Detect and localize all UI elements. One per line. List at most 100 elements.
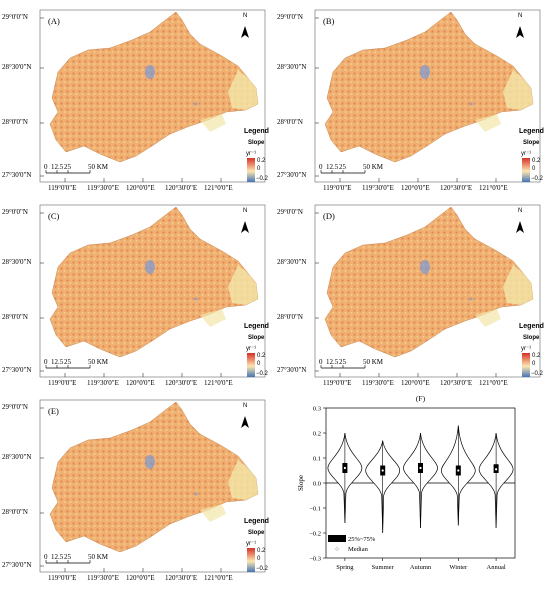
- legend-high: 0.2: [532, 353, 541, 359]
- scale-label: 0: [319, 163, 323, 171]
- chart-title: (F): [416, 394, 426, 403]
- legend-low: −0.2: [531, 176, 543, 182]
- map-panel-c: 29°0'0"N 28°30'0"N 28°0'0"N 27°30'0"N 119°0'…: [0, 195, 275, 390]
- legend-unit: yr⁻¹: [521, 346, 532, 352]
- scale-label: 50 KM: [363, 358, 384, 366]
- lon-label: 120°30'0"E: [165, 184, 198, 192]
- scale-label: 25: [64, 358, 71, 366]
- legend-high: 0.2: [257, 158, 266, 164]
- region-slope-map: [49, 11, 259, 163]
- legend-box-label: 25%~75%: [348, 536, 376, 543]
- region-low-slope: [503, 70, 533, 110]
- legend-low: −0.2: [256, 566, 268, 572]
- lon-label: 119°30'0"E: [87, 379, 119, 387]
- legend-box-swatch: [328, 535, 346, 542]
- scale-label: 12.5: [326, 358, 339, 366]
- scale-label: 25: [339, 163, 346, 171]
- region-low-slope: [228, 460, 258, 500]
- lon-label: 121°0'0"E: [204, 184, 233, 192]
- north-arrow-icon: [241, 221, 249, 233]
- region-low-slope: [503, 265, 533, 305]
- scale-label: 0: [319, 358, 323, 366]
- lake-feature: [145, 455, 155, 469]
- legend-colorbar: [247, 353, 255, 377]
- lon-label: 119°0'0"E: [48, 574, 77, 582]
- legend-high: 0.2: [532, 158, 541, 164]
- median-dot-summer: [381, 469, 384, 472]
- legend-median-label: Median: [348, 546, 369, 553]
- scale-label: 50 KM: [88, 358, 109, 366]
- legend-low: −0.2: [256, 371, 268, 377]
- lat-label: 27°30'0"N: [2, 171, 32, 179]
- lon-label: 120°0'0"E: [126, 379, 155, 387]
- legend-colorbar: [247, 158, 255, 182]
- legend-median-swatch: [335, 547, 339, 551]
- legend-mid: 0: [257, 361, 261, 367]
- lat-label: 29°0'0"N: [2, 208, 28, 216]
- north-arrow-icon: [516, 221, 524, 233]
- lon-label: 120°0'0"E: [401, 379, 430, 387]
- legend-subtitle: Slope: [523, 335, 540, 341]
- x-tick-label: Summer: [372, 564, 395, 571]
- region-low-slope: [475, 114, 501, 132]
- region-slope-map: [49, 206, 259, 358]
- panel-label: (A): [48, 16, 60, 26]
- lat-label: 28°30'0"N: [2, 63, 32, 71]
- lake-feature: [194, 297, 198, 301]
- legend-mid: 0: [532, 361, 536, 367]
- scale-label: 25: [64, 163, 71, 171]
- scale-label: 50 KM: [88, 163, 109, 171]
- median-dot-annual: [495, 468, 498, 471]
- north-arrow-icon: [241, 26, 249, 38]
- lat-label: 27°30'0"N: [277, 366, 307, 374]
- y-axis-label: Slope: [297, 475, 305, 491]
- region-low-slope: [200, 114, 226, 132]
- legend-unit: yr⁻¹: [521, 151, 532, 157]
- region-low-slope: [228, 70, 258, 110]
- north-label: N: [518, 13, 523, 19]
- lat-label: 28°0'0"N: [2, 508, 28, 516]
- lon-label: 120°30'0"E: [440, 379, 473, 387]
- legend-title: Legend: [244, 323, 269, 330]
- legend-subtitle: Slope: [248, 140, 265, 146]
- region-slope-map: [324, 206, 534, 358]
- scale-label: 50 KM: [363, 163, 384, 171]
- lake-feature: [145, 260, 155, 274]
- legend-low: −0.2: [531, 371, 543, 377]
- scale-label: 12.5: [51, 358, 64, 366]
- scale-label: 0: [44, 163, 48, 171]
- lake-feature: [194, 492, 198, 496]
- lat-label: 28°30'0"N: [277, 63, 307, 71]
- scale-label: 50 KM: [88, 553, 109, 561]
- lon-label: 119°30'0"E: [362, 184, 394, 192]
- legend-title: Legend: [244, 128, 269, 135]
- x-tick-label: Autumn: [410, 564, 432, 571]
- lon-label: 119°0'0"E: [48, 184, 77, 192]
- legend-low: −0.2: [256, 176, 268, 182]
- map-frame: [39, 204, 266, 378]
- lat-label: 28°0'0"N: [2, 118, 28, 126]
- lon-label: 119°0'0"E: [48, 379, 77, 387]
- map-panel-a: 29°0'0"N 28°30'0"N 28°0'0"N 27°30'0"N 119°0'…: [0, 0, 275, 195]
- map-canvas: [39, 204, 266, 378]
- lon-label: 119°0'0"E: [323, 379, 352, 387]
- lake-feature: [469, 297, 473, 301]
- lon-label: 120°0'0"E: [401, 184, 430, 192]
- y-tick-label: −0.3: [309, 556, 321, 563]
- legend-mid: 0: [532, 166, 536, 172]
- legend-colorbar: [247, 548, 255, 572]
- map-frame: [39, 399, 266, 573]
- region-slope-map: [324, 11, 534, 163]
- x-tick-label: Winter: [449, 564, 468, 571]
- lon-label: 119°0'0"E: [323, 184, 352, 192]
- panel-label: (C): [48, 211, 60, 221]
- lon-label: 121°0'0"E: [479, 379, 508, 387]
- y-tick-label: 0.2: [313, 431, 321, 438]
- map-frame: [39, 9, 266, 183]
- scale-label: 25: [64, 553, 71, 561]
- region-low-slope: [228, 265, 258, 305]
- map-canvas: [39, 399, 266, 573]
- violin-chart-panel: 0.3 0.2 0.1 0.0 −0.1 −0.2 −0.3 Slope (F) Spring Su…: [275, 390, 550, 587]
- region-low-slope: [200, 309, 226, 327]
- legend-subtitle: Slope: [523, 140, 540, 146]
